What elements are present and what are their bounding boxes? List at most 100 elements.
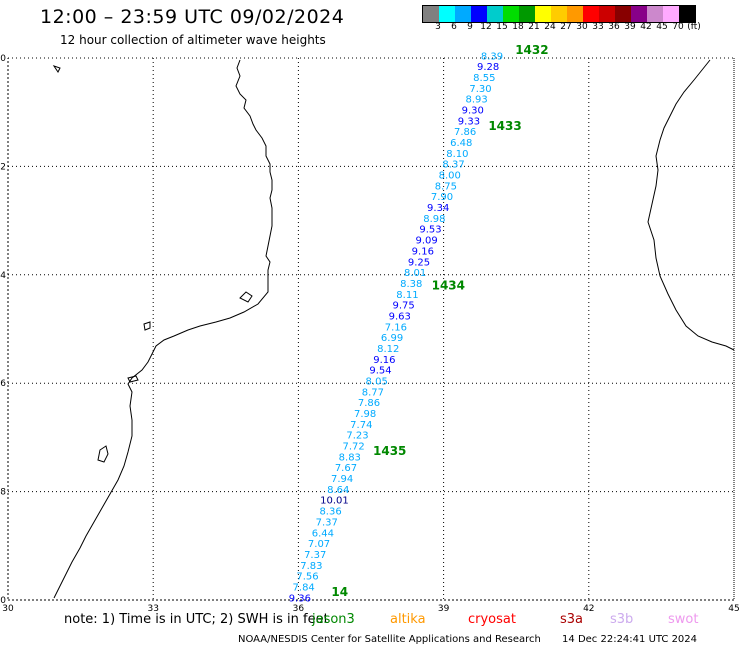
coastline: [52, 59, 735, 599]
wave-height-value: 7.86: [454, 127, 476, 138]
wave-height-value: 7.84: [293, 582, 315, 593]
latitude-tick-label: -22: [0, 162, 6, 172]
wave-height-value: 7.07: [308, 539, 330, 550]
wave-height-value: 7.90: [431, 192, 453, 203]
colorbar-label: 45: [656, 22, 668, 32]
island-north: [52, 65, 61, 73]
wave-height-value: 8.00: [439, 171, 461, 182]
longitude-tick-label: 39: [438, 604, 450, 612]
latitude-tick-label: -20: [0, 54, 6, 64]
colorbar-swatch: [567, 6, 583, 22]
wave-height-value: 9.25: [408, 257, 430, 268]
inhambane-island: [127, 375, 139, 383]
legend-cryosat: cryosat: [468, 612, 516, 627]
wave-height-value: 7.86: [358, 398, 380, 409]
legend-jason3: jason3: [312, 612, 355, 627]
colorbar-labels: 3 6 9 12 15 18 21 24 27 30 33 36 39 42 45 70 (ft): [422, 22, 732, 34]
colorbar-swatch: [471, 6, 487, 22]
satellite-legend: note: 1) Time is in UTC; 2) SWH is in fe…: [0, 612, 740, 630]
satellite-track: 8.399.288.557.308.939.309.337.866.488.10…: [289, 43, 549, 604]
colorbar-label: 21: [528, 22, 540, 32]
pass-time-label: 1435: [373, 444, 406, 458]
pass-time-label: 1434: [432, 279, 465, 293]
wave-height-value: 8.98: [423, 214, 445, 225]
wave-height-value: 7.37: [316, 517, 338, 528]
wave-height-value: 8.93: [465, 95, 487, 106]
altimeter-map: 8.399.288.557.308.939.309.337.866.488.10…: [0, 43, 740, 612]
colorbar-label: 33: [592, 22, 604, 32]
wave-height-value: 8.36: [319, 507, 341, 518]
map-subtitle: 12 hour collection of altimeter wave hei…: [60, 33, 326, 47]
colorbar-label: (ft): [687, 22, 701, 32]
legend-swot: swot: [668, 612, 699, 627]
wave-height-value: 8.05: [366, 376, 388, 387]
pass-time-label: 1432: [515, 43, 548, 57]
wave-height-value: 8.01: [404, 268, 426, 279]
colorbar-label: 24: [544, 22, 556, 32]
colorbar-label: 27: [560, 22, 572, 32]
colorbar-swatch: [583, 6, 599, 22]
colorbar-swatch: [439, 6, 455, 22]
bazaruto-islets: [239, 291, 253, 303]
map-border: [7, 57, 735, 601]
footer: NOAA/NESDIS Center for Satellite Applica…: [238, 634, 697, 645]
colorbar-swatch: [599, 6, 615, 22]
colorbar-swatch: [631, 6, 647, 22]
wave-height-value: 7.83: [300, 561, 322, 572]
longitude-tick-label: 36: [293, 604, 305, 612]
wave-height-value: 6.99: [381, 333, 403, 344]
wave-height-value: 9.54: [369, 366, 391, 377]
latitude-tick-label: -28: [0, 488, 6, 498]
wave-height-value: 9.36: [289, 593, 311, 604]
wave-height-value: 7.56: [296, 572, 318, 583]
colorbar-label: 36: [608, 22, 620, 32]
wave-height-value: 7.74: [350, 420, 372, 431]
colorbar-label: 70: [672, 22, 684, 32]
wave-height-value: 8.37: [442, 160, 464, 171]
longitude-tick-label: 42: [583, 604, 594, 612]
legend-s3a: s3a: [560, 612, 584, 627]
wave-height-value: 8.75: [435, 181, 457, 192]
wave-height-value: 9.16: [412, 246, 434, 257]
pass-time-label: 1433: [488, 119, 521, 133]
wave-height-value: 9.33: [458, 116, 480, 127]
colorbar-label: 15: [496, 22, 508, 32]
latitude-tick-label: -30: [0, 596, 6, 606]
wave-height-value: 9.28: [477, 62, 499, 73]
colorbar-swatch: [455, 6, 471, 22]
wave-height-value: 9.63: [389, 311, 411, 322]
wave-height-value: 8.83: [339, 452, 361, 463]
wave-height-value: 8.64: [327, 485, 349, 496]
colorbar-swatch: [487, 6, 503, 22]
legend-s3b: s3b: [610, 612, 634, 627]
african-coastline: [53, 59, 273, 599]
colorbar-swatch: [423, 6, 439, 22]
map-title: 12:00 – 23:59 UTC 09/02/2024: [40, 6, 345, 28]
wave-height-value: 8.55: [473, 73, 495, 84]
wave-height-value: 7.98: [354, 409, 376, 420]
colorbar-swatch: [519, 6, 535, 22]
colorbar-label: 30: [576, 22, 588, 32]
wave-height-value: 10.01: [320, 496, 349, 507]
longitude-tick-label: 30: [2, 604, 14, 612]
wave-height-value: 7.94: [331, 474, 353, 485]
wave-height-value: 9.09: [416, 236, 438, 247]
wave-height-value: 9.16: [373, 355, 395, 366]
wave-height-value: 8.12: [377, 344, 399, 355]
colorbar-swatch: [551, 6, 567, 22]
colorbar-swatch: [647, 6, 663, 22]
latitude-tick-label: -24: [0, 271, 6, 281]
wave-height-value: 7.23: [346, 431, 368, 442]
wave-height-value: 9.75: [392, 301, 414, 312]
colorbar-swatch: [663, 6, 679, 22]
footer-credit: NOAA/NESDIS Center for Satellite Applica…: [238, 634, 541, 645]
pass-time-label: 14: [331, 585, 348, 599]
wave-height-colorbar: [422, 5, 696, 23]
colorbar-label: 18: [512, 22, 524, 32]
footer-timestamp: 14 Dec 22:24:41 UTC 2024: [562, 634, 698, 645]
wave-height-value: 8.77: [362, 387, 384, 398]
colorbar-swatch: [535, 6, 551, 22]
wave-height-value: 7.72: [343, 442, 365, 453]
wave-height-value: 7.30: [469, 84, 491, 95]
colorbar-label: 3: [435, 22, 441, 32]
